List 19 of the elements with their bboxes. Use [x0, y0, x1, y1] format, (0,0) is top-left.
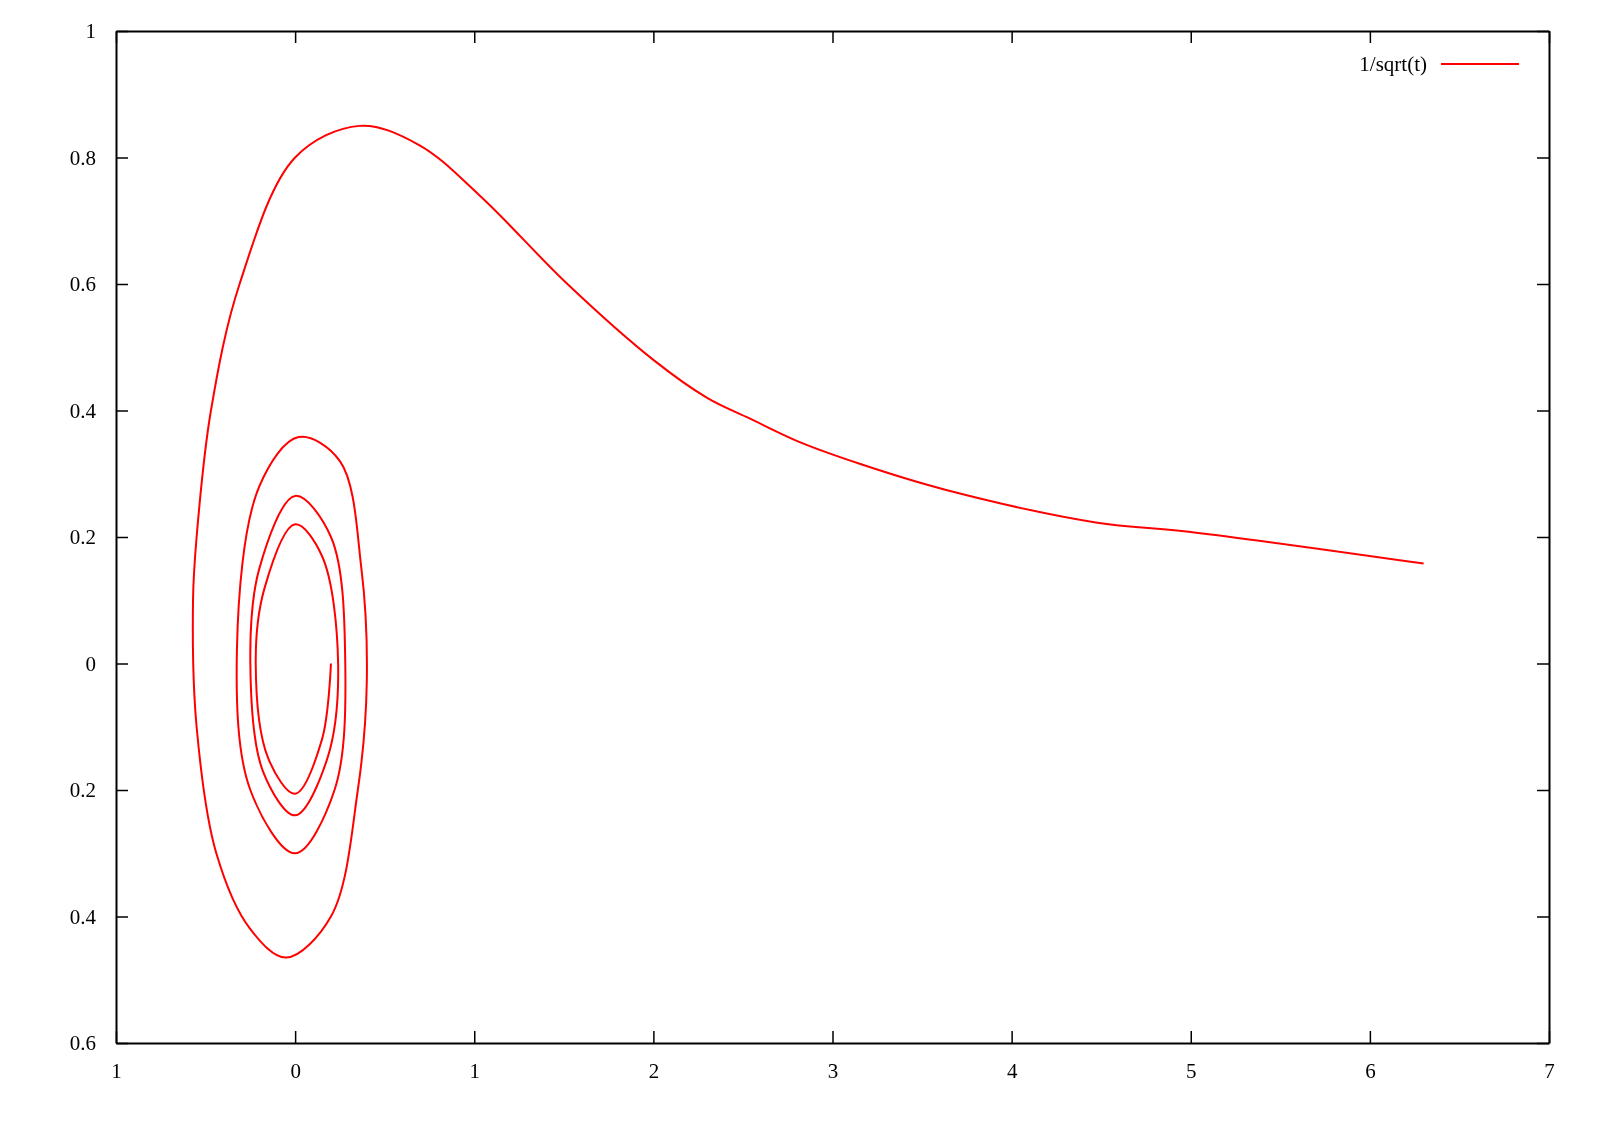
y-tick-label: 0.6 — [69, 1031, 96, 1056]
x-tick-label: 7 — [1544, 1058, 1555, 1083]
x-tick-label: 1 — [111, 1058, 122, 1083]
x-tick-label: 6 — [1365, 1058, 1376, 1083]
x-tick-label: 3 — [827, 1058, 839, 1083]
x-tick-label: 1 — [469, 1058, 480, 1083]
legend-label: 1/sqrt(t) — [1359, 52, 1428, 76]
y-tick-label: 0.6 — [69, 272, 96, 297]
y-tick-label: 0 — [85, 651, 96, 676]
y-tick-label: 0.2 — [69, 525, 96, 550]
x-tick-label: 5 — [1186, 1058, 1197, 1083]
y-tick-label: 0.8 — [69, 145, 96, 170]
x-tick-label: 4 — [1006, 1058, 1018, 1083]
y-tick-label: 0.4 — [69, 398, 97, 423]
x-tick-label: 2 — [648, 1058, 660, 1083]
y-tick-label: 0.2 — [69, 778, 96, 803]
x-tick-label: 0 — [290, 1058, 301, 1083]
y-tick-label: 1 — [85, 19, 96, 44]
y-tick-label: 0.4 — [69, 904, 97, 929]
